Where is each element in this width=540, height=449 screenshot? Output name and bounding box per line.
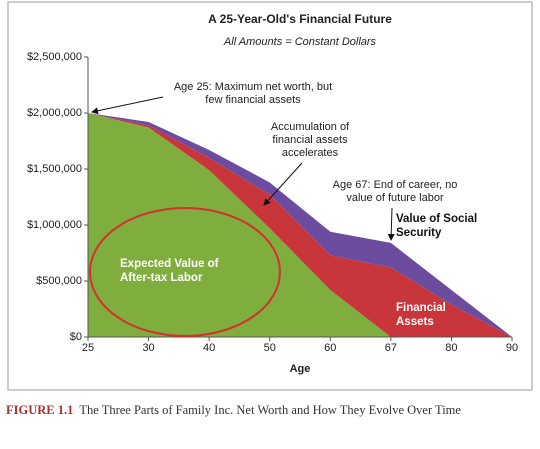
series-label: Expected Value of After-tax Labor [120, 258, 219, 284]
chart-title: A 25-Year-Old's Financial Future [208, 12, 392, 26]
x-tick-label: 40 [203, 342, 215, 354]
x-tick-label: 30 [142, 342, 154, 354]
y-tick-label: $500,000 [36, 275, 82, 287]
annotation: Age 25: Maximum net worth, but few finan… [173, 81, 333, 106]
figure-caption: FIGURE 1.1 The Three Parts of Family Inc.… [6, 402, 531, 418]
annotation: Accumulation of financial assets acceler… [270, 121, 350, 159]
x-tick-label: 25 [82, 342, 94, 354]
series-label: Financial Assets [396, 302, 446, 328]
chart: A 25-Year-Old's Financial Future All Amo… [7, 1, 533, 391]
x-tick-label: 60 [324, 342, 336, 354]
highlight-ellipse [89, 207, 281, 337]
caption-label: FIGURE 1.1 [6, 403, 74, 417]
annotation-arrow [91, 96, 164, 115]
annotation-arrow [387, 207, 395, 241]
area [88, 113, 512, 337]
x-axis-title: Age [290, 363, 311, 375]
chart-subtitle: All Amounts = Constant Dollars [223, 36, 377, 48]
annotation-arrow [263, 162, 303, 206]
series-label: Value of Social Security [396, 213, 478, 239]
y-tick-label: $0 [70, 331, 82, 343]
y-tick-label: $2,000,000 [27, 107, 82, 119]
x-tick-label: 90 [506, 342, 518, 354]
y-tick-label: $1,500,000 [27, 163, 82, 175]
caption-text: The Three Parts of Family Inc. Net Worth… [79, 403, 461, 417]
x-tick-label: 80 [445, 342, 457, 354]
y-tick-label: $2,500,000 [27, 51, 82, 63]
x-tick-label: 67 [385, 342, 397, 354]
annotation: Age 67: End of career, no value of futur… [332, 179, 458, 204]
y-tick-label: $1,000,000 [27, 219, 82, 231]
x-tick-label: 50 [264, 342, 276, 354]
area [88, 113, 512, 337]
